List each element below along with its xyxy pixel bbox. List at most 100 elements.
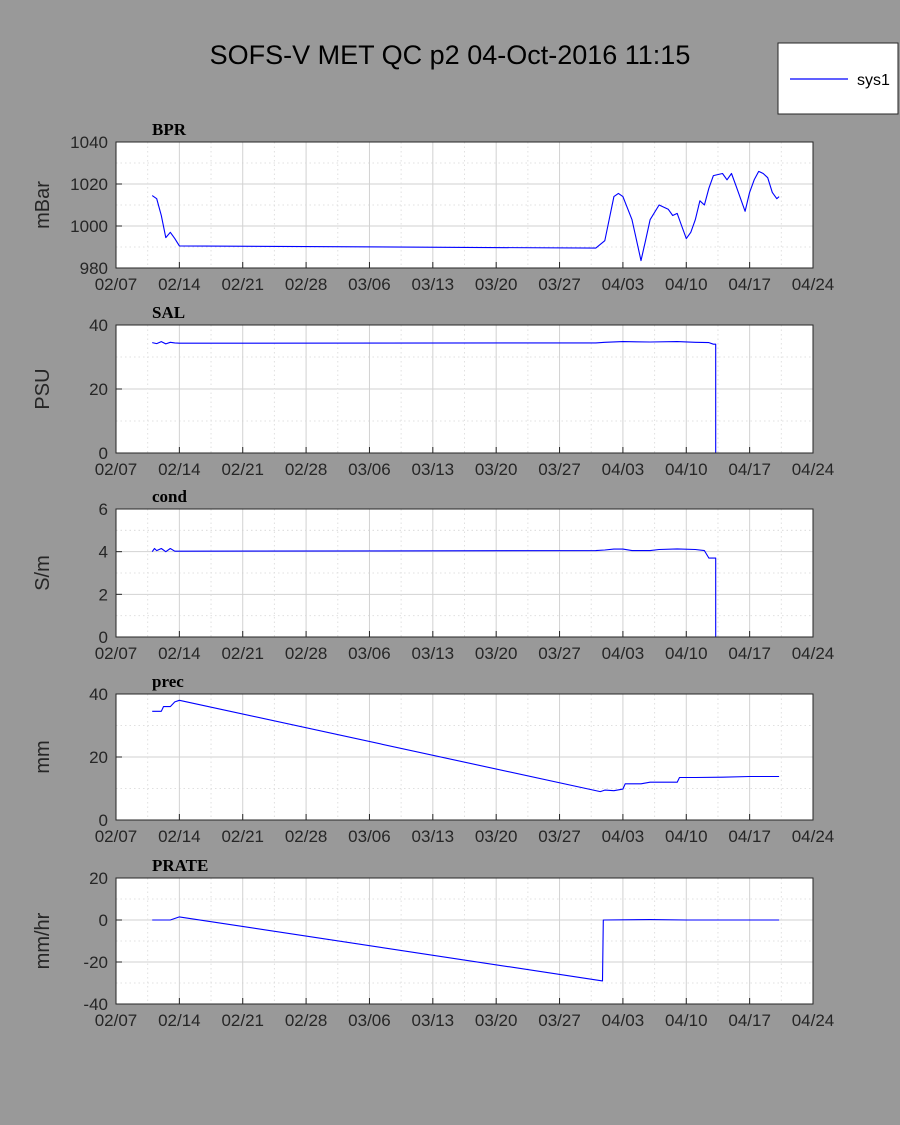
y-tick-label: 1020 (70, 175, 108, 194)
x-tick-label: 04/10 (665, 1011, 708, 1030)
x-tick-label: 02/07 (95, 275, 138, 294)
figure-title: SOFS-V MET QC p2 04-Oct-2016 11:15 (210, 40, 691, 70)
x-tick-label: 02/28 (285, 644, 328, 663)
subplot-title: cond (152, 487, 188, 506)
x-tick-label: 04/03 (602, 827, 645, 846)
x-tick-label: 02/21 (221, 275, 264, 294)
x-tick-label: 02/21 (221, 827, 264, 846)
x-tick-label: 04/03 (602, 1011, 645, 1030)
x-tick-label: 04/24 (792, 275, 835, 294)
x-tick-label: 04/17 (728, 827, 771, 846)
x-tick-label: 03/27 (538, 1011, 581, 1030)
y-tick-label: 0 (99, 811, 108, 830)
y-tick-label: 4 (99, 543, 108, 562)
x-tick-label: 02/07 (95, 1011, 138, 1030)
axes-frame (115, 141, 814, 269)
x-tick-label: 04/24 (792, 827, 835, 846)
series-line-sys1 (151, 170, 780, 262)
x-tick-label: 02/28 (285, 1011, 328, 1030)
x-tick-label: 02/14 (158, 1011, 201, 1030)
series-line-sys1 (152, 699, 780, 793)
y-tick-label: 40 (89, 685, 108, 704)
x-tick-label: 02/28 (285, 827, 328, 846)
grid (116, 142, 813, 268)
x-tick-label: 03/27 (538, 460, 581, 479)
axes-frame (115, 508, 814, 638)
grid (116, 694, 813, 820)
x-tick-label: 03/20 (475, 275, 518, 294)
subplot-prate: 02/07 02/14 02/21 02/28 03/06 03/13 03/20 03/27… (32, 856, 834, 1030)
x-tick-label: 03/06 (348, 460, 391, 479)
x-tick-label: 03/13 (412, 460, 455, 479)
grid (116, 878, 813, 1004)
x-tick-label: 04/24 (792, 1011, 835, 1030)
x-tick-label: 03/27 (538, 827, 581, 846)
x-tick-label: 03/13 (412, 275, 455, 294)
y-tick-label: 980 (80, 259, 108, 278)
y-tick-label: 20 (89, 869, 108, 888)
x-tick-label: 04/24 (792, 644, 835, 663)
grid (116, 509, 813, 637)
x-tick-label: 03/06 (348, 1011, 391, 1030)
x-tick-label: 02/07 (95, 827, 138, 846)
x-tick-label: 03/06 (348, 644, 391, 663)
x-tick-label: 02/14 (158, 827, 201, 846)
x-tick-label: 03/20 (475, 460, 518, 479)
x-tick-label: 04/17 (728, 1011, 771, 1030)
y-tick-label: 40 (89, 316, 108, 335)
x-tick-label: 02/28 (285, 460, 328, 479)
subplot-title: BPR (152, 120, 187, 139)
x-tick-label: 02/21 (221, 460, 264, 479)
subplot-bpr: 02/07 02/14 02/21 02/28 03/06 03/13 03/20 03/27… (32, 120, 834, 294)
y-tick-label: 2 (99, 585, 108, 604)
y-tick-label: 20 (89, 748, 108, 767)
series-line-sys1 (152, 916, 780, 982)
y-tick-label: 1040 (70, 133, 108, 152)
legend: sys1 (777, 42, 899, 115)
series-line-sys1 (151, 547, 780, 638)
x-tick-label: 04/03 (602, 644, 645, 663)
subplot-title: SAL (152, 303, 185, 322)
x-tick-label: 04/10 (665, 644, 708, 663)
x-tick-label: 04/17 (728, 460, 771, 479)
y-tick-label: -40 (83, 995, 108, 1014)
x-tick-label: 03/20 (475, 644, 518, 663)
x-tick-label: 02/07 (95, 644, 138, 663)
x-tick-label: 02/14 (158, 644, 201, 663)
x-tick-label: 03/27 (538, 275, 581, 294)
y-axis-label: PSU (32, 368, 54, 409)
y-tick-label: 0 (99, 911, 108, 930)
x-tick-label: 02/28 (285, 275, 328, 294)
series-line-sys1 (152, 341, 780, 454)
x-tick-label: 03/20 (475, 827, 518, 846)
x-tick-label: 02/14 (158, 275, 201, 294)
x-tick-label: 04/17 (728, 275, 771, 294)
x-tick-label: 04/10 (665, 827, 708, 846)
x-tick-label: 02/21 (221, 644, 264, 663)
x-tick-label: 03/20 (475, 1011, 518, 1030)
x-tick-label: 03/13 (412, 1011, 455, 1030)
y-axis-label: S/m (32, 555, 54, 591)
axes-frame (115, 877, 814, 1005)
y-tick-label: 1000 (70, 217, 108, 236)
x-tick-label: 04/03 (602, 460, 645, 479)
x-tick-label: 04/17 (728, 644, 771, 663)
y-axis-label: mm/hr (32, 912, 54, 969)
y-tick-label: 20 (89, 380, 108, 399)
x-tick-label: 03/06 (348, 827, 391, 846)
y-axis-label: mm (32, 740, 54, 773)
x-tick-label: 02/14 (158, 460, 201, 479)
x-tick-label: 02/07 (95, 460, 138, 479)
grid (116, 325, 813, 453)
y-tick-label: 0 (99, 628, 108, 647)
x-tick-label: 04/03 (602, 275, 645, 294)
x-tick-label: 03/27 (538, 644, 581, 663)
subplot-cond: 02/07 02/14 02/21 02/28 03/06 03/13 03/20 03/27… (32, 487, 834, 663)
y-axis-label: mBar (32, 181, 54, 229)
x-tick-label: 03/06 (348, 275, 391, 294)
x-tick-label: 03/13 (412, 827, 455, 846)
x-tick-label: 04/24 (792, 460, 835, 479)
x-tick-label: 03/13 (412, 644, 455, 663)
subplot-title: prec (152, 672, 184, 691)
